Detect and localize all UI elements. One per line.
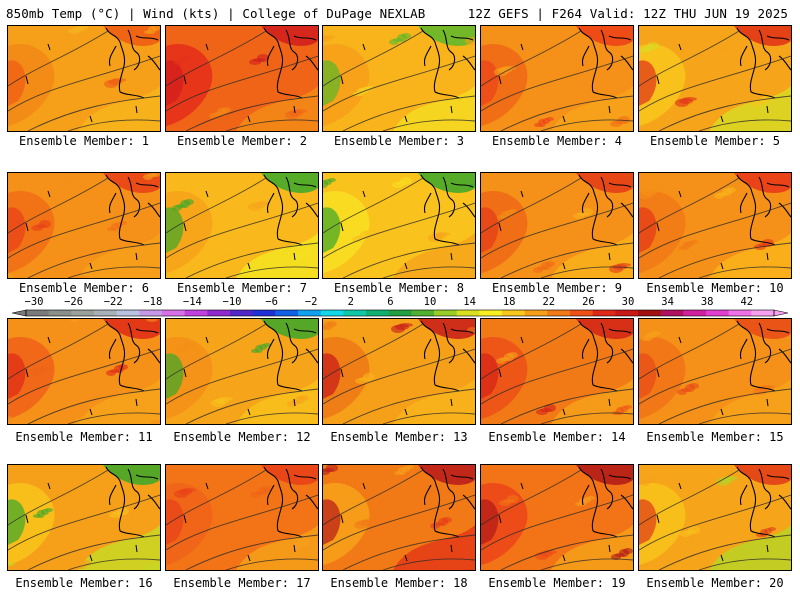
colorbar-min-arrow [11, 309, 27, 317]
ensemble-member-map [165, 25, 319, 132]
ensemble-member-map [480, 172, 634, 279]
colorbar-tick-label: −10 [222, 296, 242, 308]
colorbar-swatch [252, 310, 276, 316]
colorbar-tick-label: −14 [182, 296, 202, 308]
colorbar-tick-label: 38 [700, 296, 714, 308]
colorbar-swatch [162, 310, 186, 316]
colorbar-swatch [434, 310, 458, 316]
colorbar-tick-label: −6 [265, 296, 278, 308]
colorbar-tick-label: −2 [304, 296, 318, 308]
ensemble-member-label: Ensemble Member: 4 [491, 134, 623, 148]
colorbar-swatch [660, 310, 684, 316]
colorbar-tick-label: −18 [143, 296, 163, 308]
ensemble-member-label: Ensemble Member: 7 [176, 281, 308, 295]
ensemble-member-map [638, 318, 792, 425]
ensemble-member-label: Ensemble Member: 8 [333, 281, 465, 295]
colorbar-tick-label: 22 [542, 296, 556, 308]
ensemble-member-map [480, 318, 634, 425]
ensemble-member-map [480, 25, 634, 132]
ensemble-member-map [322, 25, 476, 132]
colorbar-swatch [275, 310, 299, 316]
ensemble-member-label: Ensemble Member: 15 [646, 430, 784, 444]
ensemble-member-map [638, 172, 792, 279]
colorbar-tick-label: 6 [387, 296, 394, 308]
colorbar-swatch [456, 310, 480, 316]
ensemble-member-map [322, 172, 476, 279]
colorbar-swatch [366, 310, 390, 316]
colorbar-swatch [388, 310, 412, 316]
colorbar-swatch [411, 310, 435, 316]
ensemble-member-map [165, 318, 319, 425]
ensemble-member-label: Ensemble Member: 1 [18, 134, 150, 148]
ensemble-member-map [322, 464, 476, 571]
ensemble-member-label: Ensemble Member: 11 [15, 430, 153, 444]
colorbar-swatch [683, 310, 707, 316]
colorbar-swatch [184, 310, 208, 316]
colorbar-swatch [26, 310, 50, 316]
ensemble-member-map [480, 464, 634, 571]
colorbar-tick-label: 18 [502, 296, 516, 308]
colorbar-swatch [615, 310, 639, 316]
colorbar-tick-label: 14 [463, 296, 476, 308]
colorbar-tick-label: −26 [64, 296, 84, 308]
ensemble-member-map [638, 25, 792, 132]
ensemble-member-map [7, 464, 161, 571]
ensemble-member-label: Ensemble Member: 19 [488, 576, 626, 590]
colorbar-max-arrow [773, 309, 789, 317]
ensemble-member-map [7, 25, 161, 132]
colorbar-swatch [320, 310, 344, 316]
ensemble-member-map [638, 464, 792, 571]
ensemble-member-map [7, 318, 161, 425]
colorbar-swatch [343, 310, 367, 316]
ensemble-member-map [322, 318, 476, 425]
colorbar-outline [25, 309, 775, 317]
colorbar-swatch [502, 310, 526, 316]
ensemble-member-label: Ensemble Member: 20 [646, 576, 784, 590]
colorbar-swatch [728, 310, 752, 316]
map-title: 850mb Temp (°C) | Wind (kts) | College o… [6, 6, 426, 21]
ensemble-member-label: Ensemble Member: 17 [173, 576, 311, 590]
colorbar-swatch [48, 310, 72, 316]
colorbar-swatch [71, 310, 95, 316]
ensemble-member-label: Ensemble Member: 14 [488, 430, 626, 444]
colorbar-swatch [94, 310, 118, 316]
ensemble-member-map [165, 464, 319, 571]
colorbar-tick-label: 10 [423, 296, 437, 308]
ensemble-member-label: Ensemble Member: 9 [491, 281, 623, 295]
ensemble-member-label: Ensemble Member: 5 [649, 134, 781, 148]
ensemble-member-label: Ensemble Member: 16 [15, 576, 153, 590]
colorbar-swatch [230, 310, 254, 316]
colorbar-swatch [570, 310, 594, 316]
ensemble-member-map [7, 172, 161, 279]
colorbar-swatch [116, 310, 140, 316]
colorbar-tick-label: 2 [347, 296, 354, 308]
ensemble-member-label: Ensemble Member: 10 [646, 281, 784, 295]
colorbar-tick-label: 26 [582, 296, 595, 308]
ensemble-member-map [165, 172, 319, 279]
ensemble-member-label: Ensemble Member: 13 [330, 430, 468, 444]
colorbar-swatch [524, 310, 548, 316]
ensemble-member-label: Ensemble Member: 18 [330, 576, 468, 590]
colorbar-swatch [592, 310, 616, 316]
ensemble-member-label: Ensemble Member: 2 [176, 134, 308, 148]
colorbar-swatch [207, 310, 231, 316]
colorbar-swatch [139, 310, 163, 316]
colorbar-swatch [298, 310, 322, 316]
colorbar-tick-label: 34 [661, 296, 674, 308]
colorbar-tick-label: 42 [740, 296, 754, 308]
colorbar-swatch [751, 310, 775, 316]
colorbar-swatch [547, 310, 571, 316]
colorbar-tick-label: −22 [103, 296, 123, 308]
colorbar-swatch [706, 310, 730, 316]
colorbar-tick-label: −30 [24, 296, 44, 308]
model-run-info: 12Z GEFS | F264 Valid: 12Z THU JUN 19 20… [467, 6, 788, 21]
ensemble-member-label: Ensemble Member: 3 [333, 134, 465, 148]
temperature-colorbar [11, 309, 789, 317]
colorbar-swatch [479, 310, 503, 316]
colorbar-swatch [638, 310, 662, 316]
colorbar-tick-label: 30 [621, 296, 635, 308]
ensemble-member-label: Ensemble Member: 6 [18, 281, 150, 295]
ensemble-member-label: Ensemble Member: 12 [173, 430, 311, 444]
